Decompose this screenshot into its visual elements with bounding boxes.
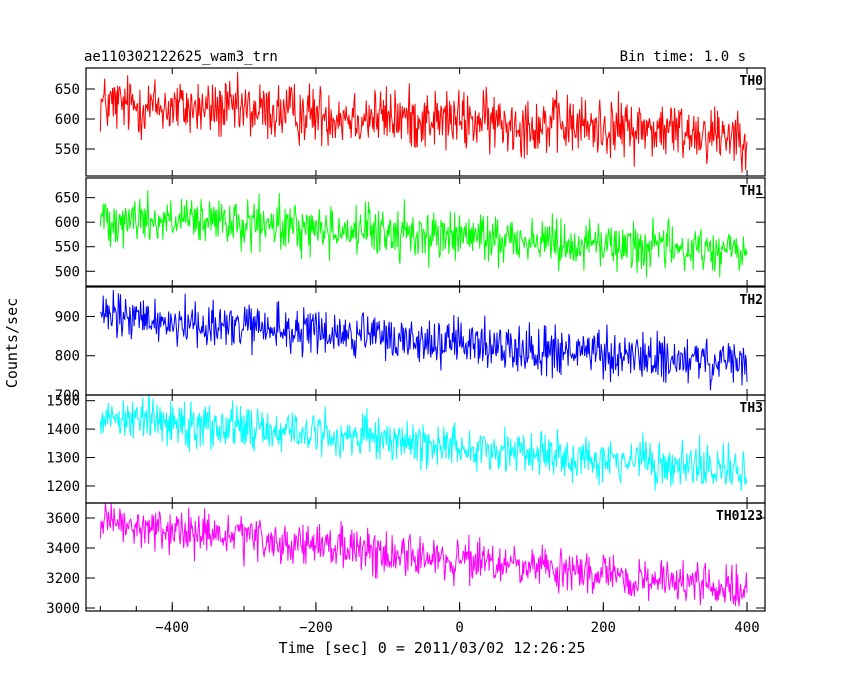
panel-label: TH3	[740, 401, 763, 416]
panel-frame	[85, 394, 766, 504]
y-tick-label: 800	[55, 349, 80, 365]
panel-th3: 1200 1300 1400 1500 TH3	[46, 394, 766, 504]
y-tick-label: 500	[55, 264, 80, 280]
panels-group: 550 600 650 TH0 500 550 600 650 TH1 700 800 900 TH2 1…	[46, 67, 766, 617]
x-tick-label: 200	[591, 620, 616, 636]
light-curve-th3	[99, 395, 748, 492]
y-tick-label: 550	[55, 240, 80, 256]
x-tick-label: 0	[455, 620, 463, 636]
panel-label: TH0123	[716, 509, 763, 524]
y-tick-label: 1200	[46, 479, 80, 495]
panel-label: TH1	[740, 184, 764, 199]
panel-th0: 550 600 650 TH0	[55, 67, 766, 177]
chart-title: ae110302122625_wam3_trn	[84, 49, 278, 65]
y-tick-label: 3600	[46, 511, 80, 527]
panel-label: TH0	[740, 74, 764, 89]
y-tick-label: 1400	[46, 422, 80, 438]
y-tick-label: 3200	[46, 571, 80, 587]
x-axis: −400 −200 0 200 400	[99, 602, 760, 636]
y-tick-label: 600	[55, 112, 80, 128]
panel-label: TH2	[740, 293, 763, 308]
y-tick-label: 600	[55, 215, 80, 231]
y-tick-label: 1500	[46, 394, 80, 410]
panel-th2: 700 800 900 TH2	[55, 286, 766, 404]
light-curve-th0	[99, 71, 748, 173]
x-tick-label: 400	[734, 620, 759, 636]
x-axis-title: Time [sec] 0 = 2011/03/02 12:26:25	[278, 639, 585, 657]
y-tick-label: 650	[55, 191, 80, 207]
y-tick-label: 900	[55, 309, 80, 325]
panel-frame	[85, 177, 766, 287]
panel-frame	[85, 502, 766, 612]
y-tick-label: 3000	[46, 601, 80, 617]
panel-th1: 500 550 600 650 TH1	[55, 177, 766, 287]
panel-th0123: 3000 3200 3400 3600 TH0123	[46, 502, 766, 617]
y-tick-label: 550	[55, 142, 80, 158]
x-tick-label: −400	[155, 620, 189, 636]
y-tick-label: 650	[55, 82, 80, 98]
x-tick-label: −200	[299, 620, 333, 636]
light-curve-th1	[99, 190, 748, 278]
y-tick-label: 3400	[46, 541, 80, 557]
panel-frame	[85, 67, 766, 177]
light-curve-th0123	[99, 503, 748, 607]
y-axis-title: Counts/sec	[3, 298, 21, 388]
light-curve-th2	[99, 290, 748, 391]
y-tick-label: 1300	[46, 451, 80, 467]
chart-subtitle: Bin time: 1.0 s	[620, 49, 746, 65]
y-tick-label: 700	[55, 388, 80, 404]
